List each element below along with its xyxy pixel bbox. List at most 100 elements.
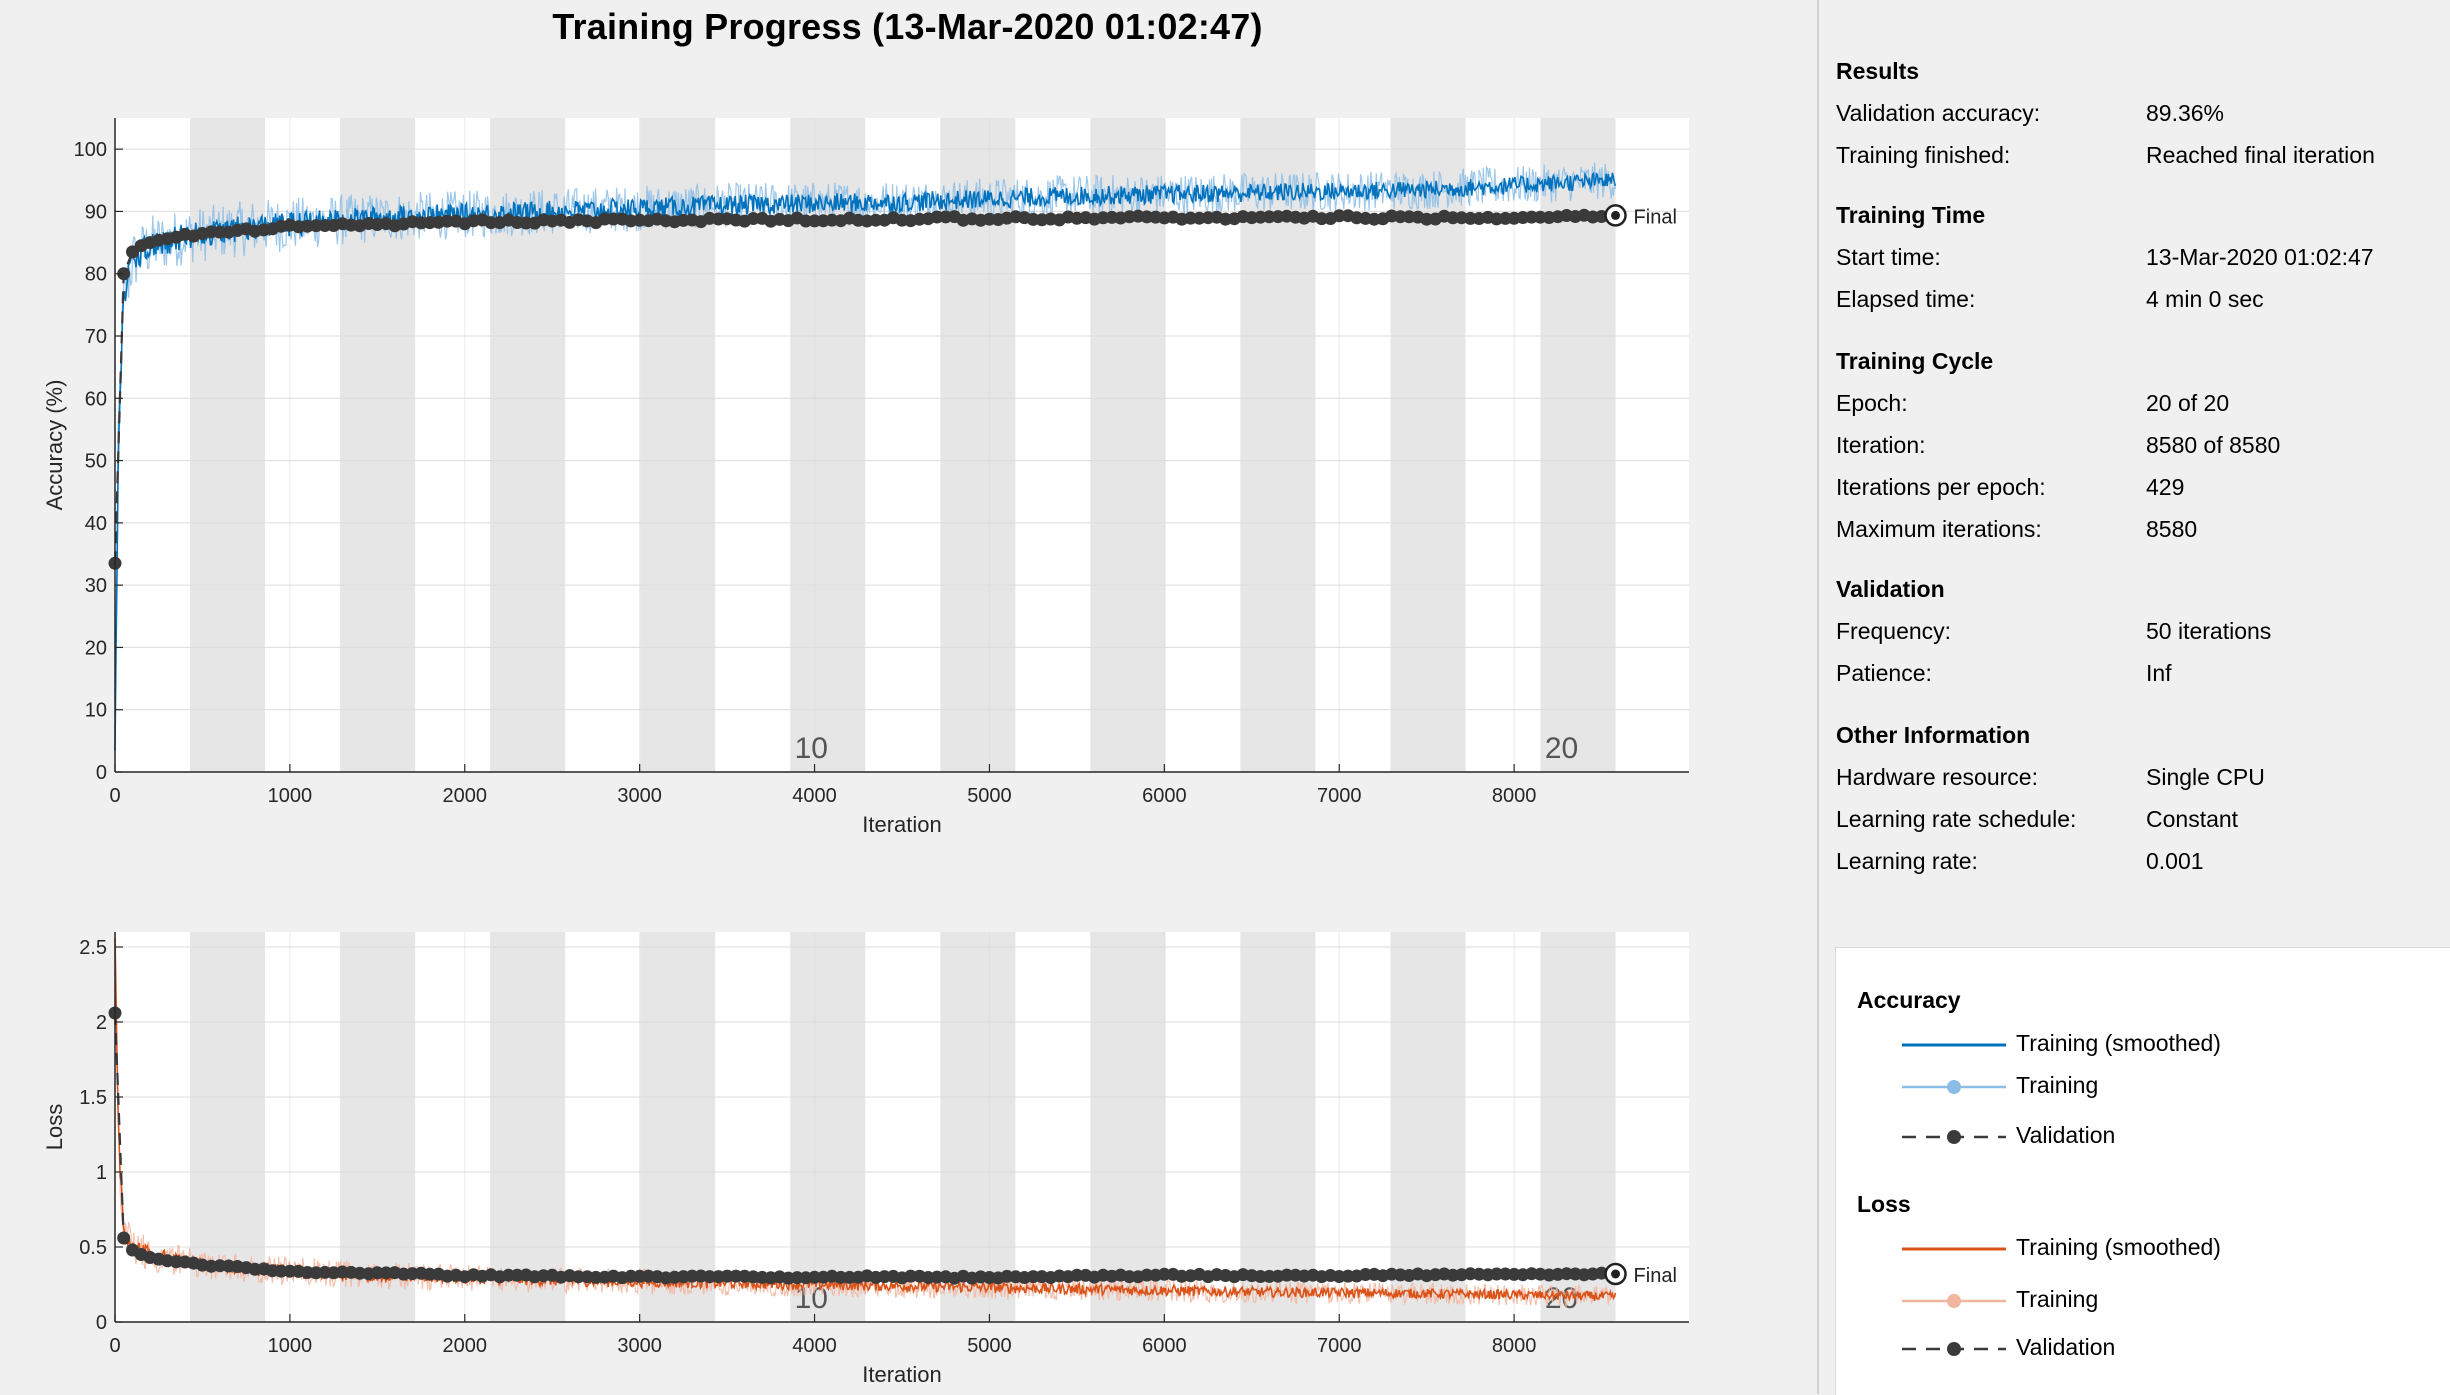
info-label: Hardware resource:: [1836, 764, 2038, 790]
x-axis-label: Iteration: [862, 812, 942, 837]
epoch-band: [490, 932, 566, 1322]
epoch-band: [1540, 932, 1616, 1322]
info-label: Iteration:: [1836, 432, 1926, 458]
y-tick-label: 30: [85, 575, 107, 597]
x-tick-label: 8000: [1492, 785, 1537, 807]
legend-symbol: [1902, 1080, 2006, 1094]
legend-title-loss: Loss: [1857, 1191, 1911, 1217]
legend-item-label: Training: [2016, 1072, 2099, 1098]
section-title: Results: [1836, 58, 1920, 84]
info-label: Start time:: [1836, 244, 1941, 270]
x-tick-label: 7000: [1317, 785, 1362, 807]
x-tick-label: 5000: [967, 785, 1012, 807]
final-label: Final: [1634, 1265, 1677, 1287]
page-title: Training Progress (13-Mar-2020 01:02:47): [552, 6, 1263, 47]
x-tick-label: 1000: [268, 1335, 313, 1357]
validation-point: [117, 1231, 131, 1245]
epoch-band: [790, 118, 866, 772]
x-tick-label: 3000: [617, 1335, 662, 1357]
legend-item-label: Training: [2016, 1286, 2099, 1312]
legend-item-label: Training (smoothed): [2016, 1234, 2221, 1260]
x-tick-label: 2000: [443, 785, 488, 807]
info-value: 8580 of 8580: [2146, 432, 2281, 458]
info-value: 0.001: [2146, 848, 2204, 874]
x-tick-label: 8000: [1492, 1335, 1537, 1357]
epoch-band: [940, 118, 1016, 772]
info-label: Validation accuracy:: [1836, 100, 2041, 126]
info-value: Constant: [2146, 806, 2239, 832]
y-axis-label: Loss: [42, 1104, 67, 1150]
legend-symbol: [1902, 1043, 2006, 1047]
epoch-band: [1390, 932, 1466, 1322]
section-title: Other Information: [1836, 722, 2031, 748]
y-tick-label: 0: [96, 762, 107, 784]
legend-symbol: [1902, 1247, 2006, 1251]
plots-pane: Training Progress (13-Mar-2020 01:02:47)…: [42, 6, 1689, 1387]
info-label: Learning rate:: [1836, 848, 1978, 874]
info-value: 13-Mar-2020 01:02:47: [2146, 244, 2374, 270]
legend-item-label: Validation: [2016, 1334, 2116, 1360]
x-tick-label: 1000: [268, 785, 313, 807]
y-tick-label: 70: [85, 326, 107, 348]
validation-point: [117, 267, 131, 281]
epoch-band: [1390, 118, 1466, 772]
info-value: Single CPU: [2146, 764, 2265, 790]
x-axis-label: Iteration: [862, 1362, 942, 1387]
x-tick-label: 0: [109, 785, 120, 807]
epoch-band: [1540, 118, 1616, 772]
final-marker-dot: [1611, 210, 1621, 220]
info-value: 89.36%: [2146, 100, 2225, 126]
y-axis-label: Accuracy (%): [42, 380, 67, 511]
legend-title-accuracy: Accuracy: [1857, 987, 1961, 1013]
x-tick-label: 4000: [792, 785, 837, 807]
x-tick-label: 2000: [443, 1335, 488, 1357]
y-tick-label: 10: [85, 700, 107, 722]
x-tick-label: 4000: [792, 1335, 837, 1357]
epoch-label: 20: [1545, 732, 1578, 765]
epoch-band: [790, 932, 866, 1322]
final-marker-dot: [1611, 1269, 1621, 1279]
y-tick-label: 2.5: [79, 937, 107, 959]
info-value: 20 of 20: [2146, 390, 2230, 416]
epoch-label: 10: [795, 732, 828, 765]
legend-item-label: Validation: [2016, 1122, 2116, 1148]
info-value: 50 iterations: [2146, 618, 2272, 644]
y-tick-label: 1.5: [79, 1087, 107, 1109]
epoch-band: [640, 932, 716, 1322]
info-label: Epoch:: [1836, 390, 1908, 416]
legend-symbol: [1902, 1294, 2006, 1308]
epoch-band: [940, 932, 1016, 1322]
y-tick-label: 100: [74, 139, 107, 161]
info-value: Reached final iteration: [2146, 142, 2375, 168]
section-title: Training Time: [1836, 202, 1986, 228]
x-tick-label: 6000: [1142, 1335, 1187, 1357]
y-tick-label: 0.5: [79, 1237, 107, 1259]
section-title: Training Cycle: [1836, 348, 1994, 374]
epoch-band: [1090, 932, 1166, 1322]
y-tick-label: 20: [85, 637, 107, 659]
legend-box: Accuracy Training (smoothed) Training Vali…: [1835, 947, 2450, 1395]
x-tick-label: 0: [109, 1335, 120, 1357]
y-tick-label: 0: [96, 1312, 107, 1334]
training-smoothed-line: [114, 171, 1617, 751]
final-label: Final: [1634, 206, 1677, 228]
info-label: Frequency:: [1836, 618, 1952, 644]
info-label: Iterations per epoch:: [1836, 474, 2046, 500]
legend-symbol: [1902, 1342, 2006, 1356]
epoch-band: [340, 932, 416, 1322]
y-tick-label: 40: [85, 513, 107, 535]
x-tick-label: 5000: [967, 1335, 1012, 1357]
epoch-band: [1240, 118, 1316, 772]
info-label: Elapsed time:: [1836, 286, 1976, 312]
epoch-band: [1240, 932, 1316, 1322]
training-raw-line: [114, 162, 1617, 730]
info-label: Maximum iterations:: [1836, 516, 2042, 542]
info-label: Patience:: [1836, 660, 1932, 686]
legend-symbol: [1902, 1130, 2006, 1144]
section-title: Validation: [1836, 576, 1945, 602]
x-tick-label: 6000: [1142, 785, 1187, 807]
info-value: 8580: [2146, 516, 2198, 542]
info-value: 429: [2146, 474, 2185, 500]
